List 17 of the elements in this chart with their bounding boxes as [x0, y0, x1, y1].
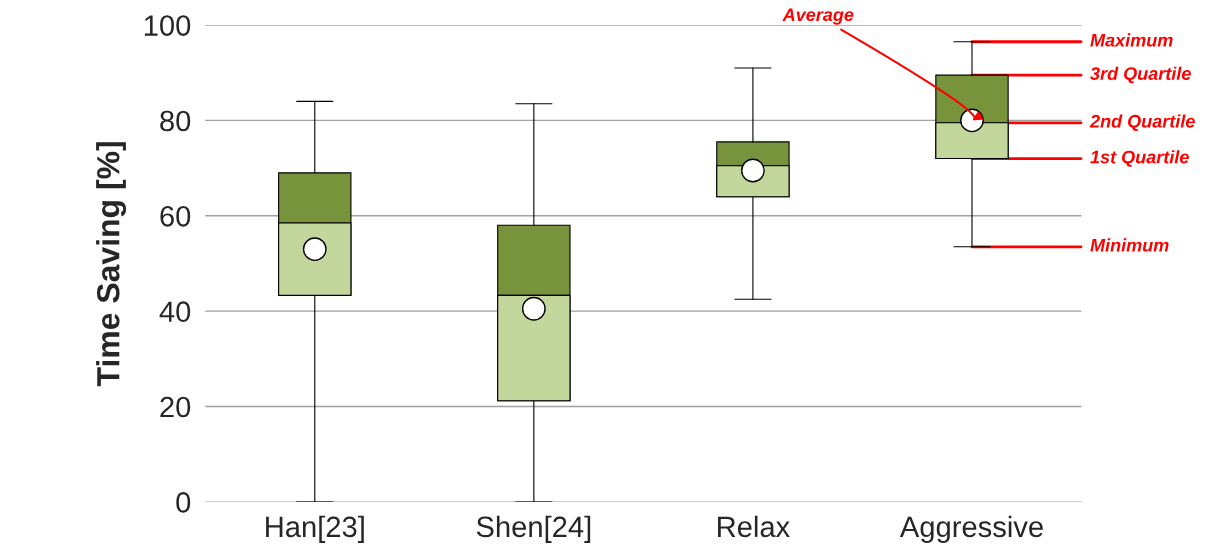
x-tick-label: Han[23] [266, 515, 364, 543]
y-tick-label: 0 [176, 492, 191, 513]
x-tick-label: Shen[24] [476, 515, 591, 543]
annotation: 2nd Quartile [1089, 114, 1195, 131]
y-tick-label: 20 [160, 396, 191, 418]
y-tick-label: 40 [159, 301, 191, 322]
annotation: 3rd Quartile [1090, 66, 1191, 84]
annotation: 1st Quartile [1090, 150, 1189, 167]
annotation: Maximum [1090, 33, 1173, 47]
y-tick-label: 100 [144, 15, 191, 36]
y-tick-label: 80 [160, 110, 191, 132]
annotation: Minimum [1090, 238, 1169, 252]
annotation: Average [782, 8, 854, 25]
x-tick-label: Aggressive [899, 515, 1043, 543]
y-axis-title: Time Saving [%] [96, 142, 127, 387]
x-tick-label: Relax [718, 515, 790, 538]
y-tick-label: 60 [160, 205, 191, 227]
